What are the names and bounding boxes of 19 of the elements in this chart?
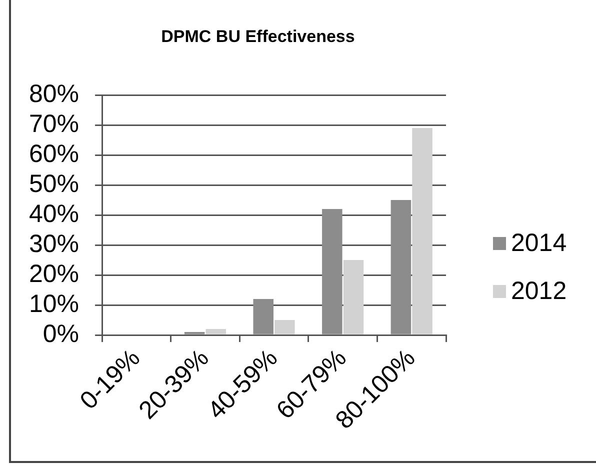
chart-title: DPMC BU Effectiveness xyxy=(160,26,356,48)
y-tick-label: 60% xyxy=(28,140,80,168)
bar xyxy=(322,209,342,334)
y-tick-label: 80% xyxy=(28,80,80,108)
bar xyxy=(206,329,226,334)
bar xyxy=(412,128,432,334)
legend-label: 2012 xyxy=(511,276,567,306)
y-tick-label: 20% xyxy=(28,260,80,288)
bar xyxy=(390,200,412,334)
y-tick-label: 40% xyxy=(28,200,80,228)
y-tick-label: 10% xyxy=(28,290,80,318)
legend-label: 2014 xyxy=(511,228,567,258)
bar xyxy=(274,320,295,334)
bar xyxy=(253,299,274,334)
y-tick-label: 0% xyxy=(42,320,80,348)
y-tick-label: 70% xyxy=(28,110,80,138)
y-tick-label: 30% xyxy=(28,230,80,258)
y-tick-label: 50% xyxy=(28,170,80,198)
bar xyxy=(343,260,364,334)
